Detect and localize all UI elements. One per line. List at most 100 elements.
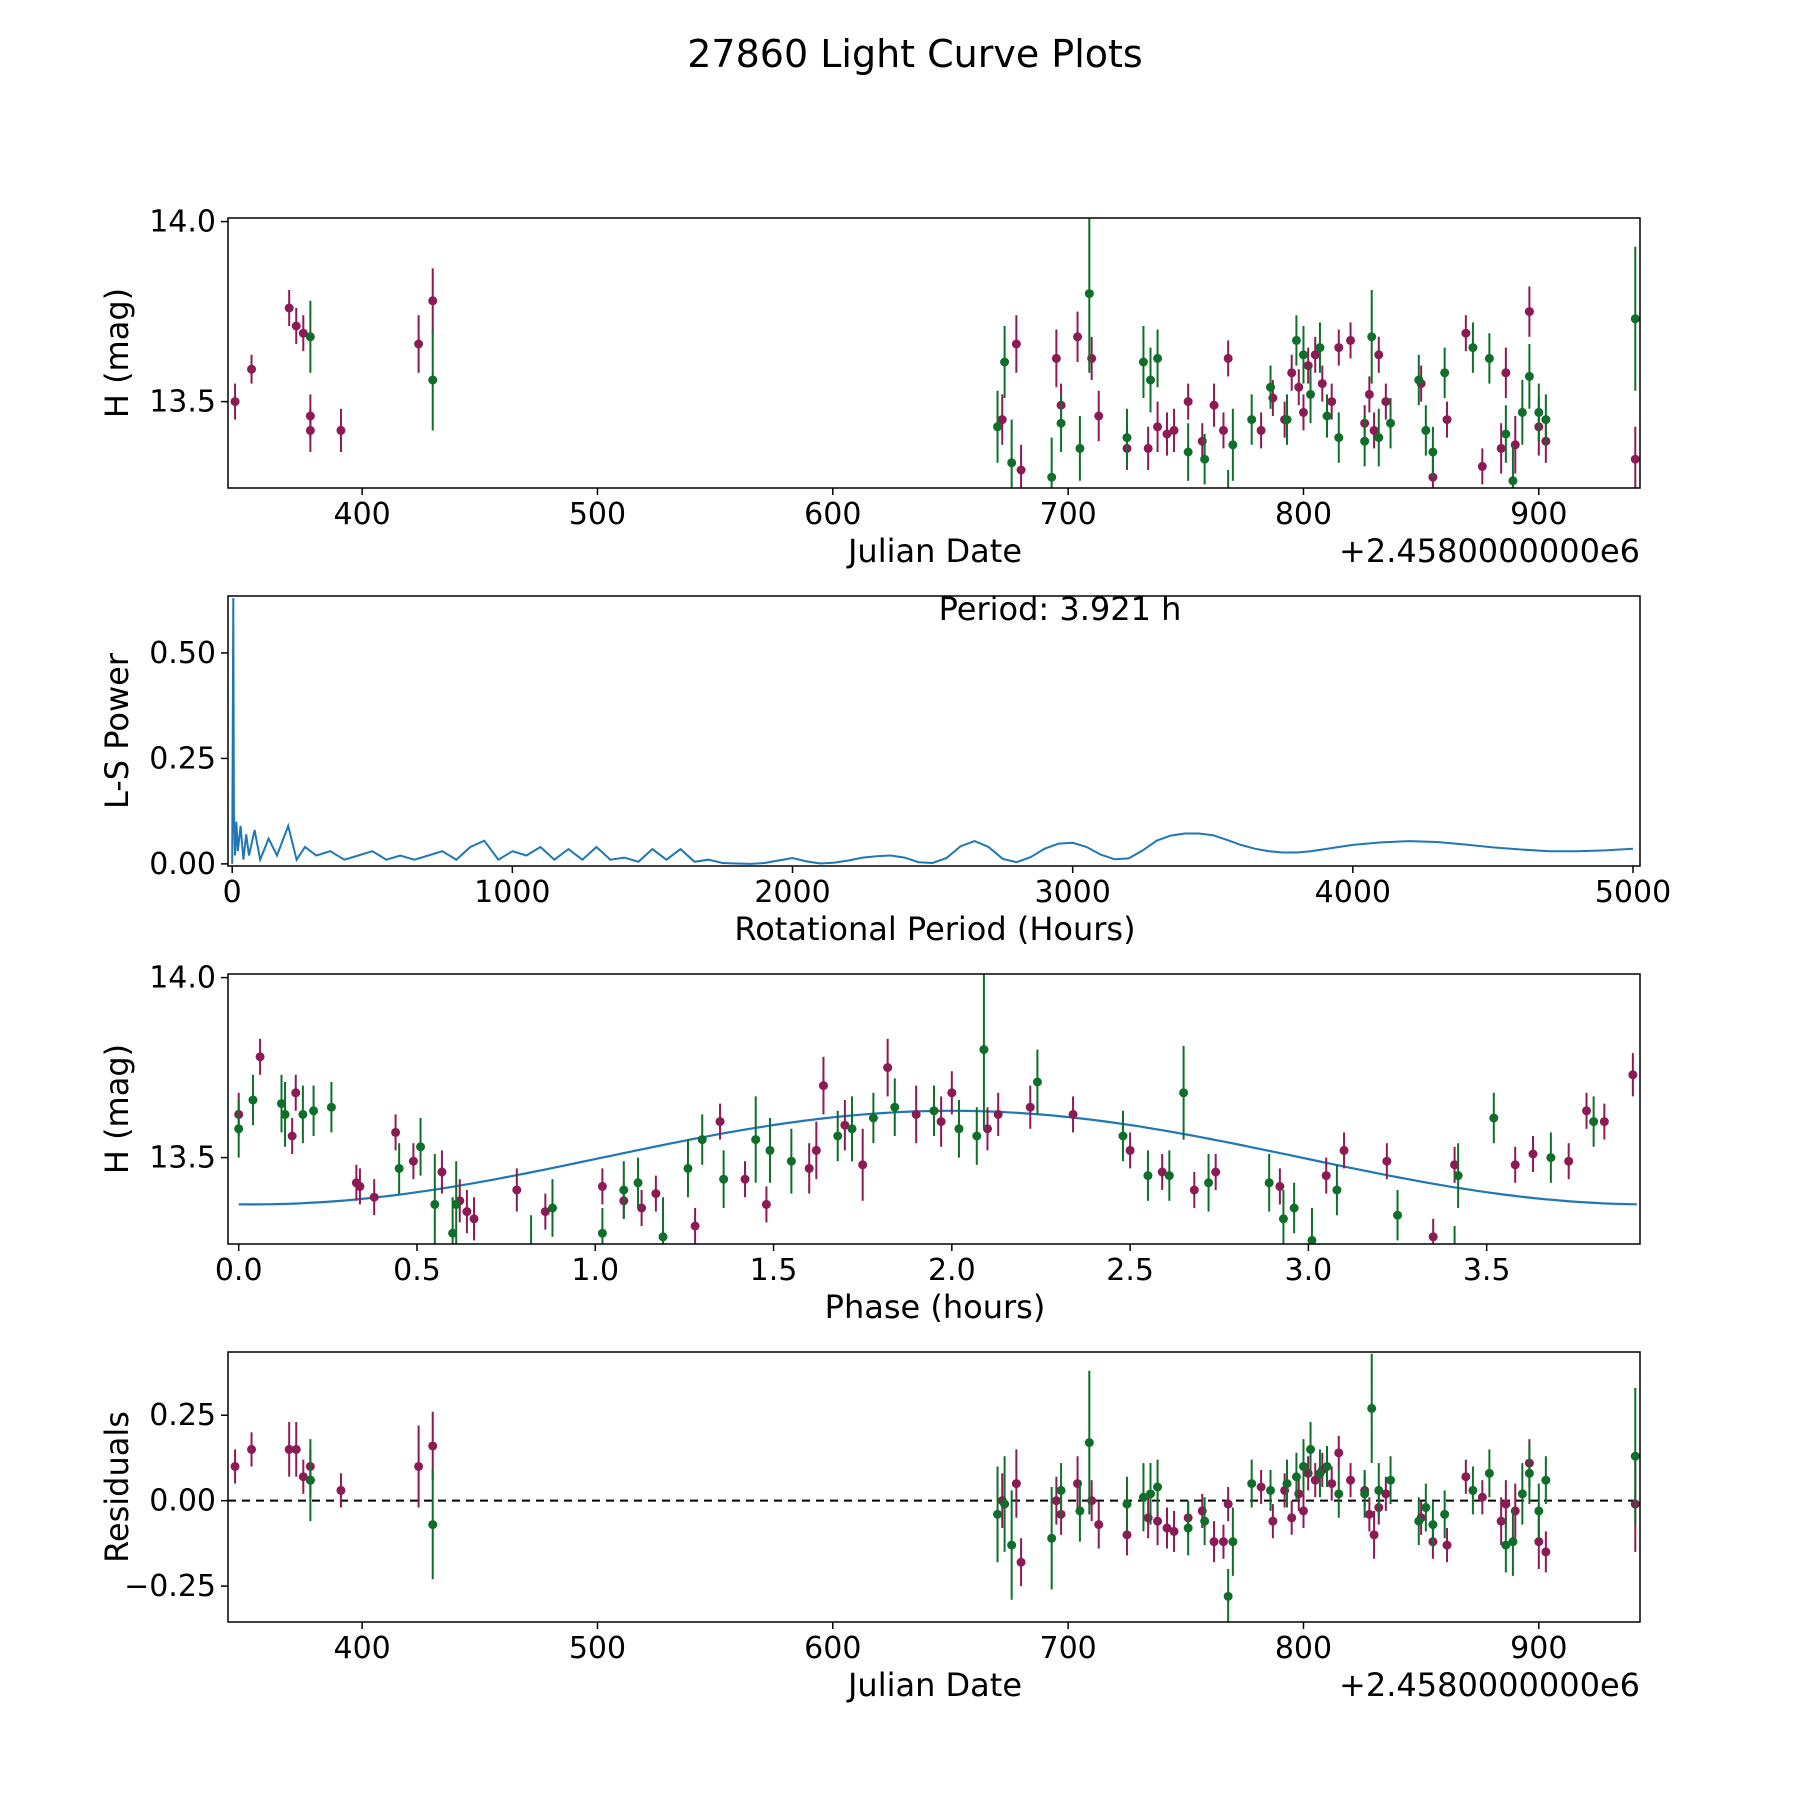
data-point <box>1369 425 1379 435</box>
data-point <box>993 1109 1003 1119</box>
data-point <box>1501 1499 1511 1509</box>
data-point <box>1289 1203 1299 1213</box>
data-point <box>1450 1250 1459 1259</box>
x-tick-label: 900 <box>1510 1631 1567 1666</box>
data-point <box>1287 368 1297 378</box>
data-point <box>1428 1232 1438 1242</box>
x-tick-label: 400 <box>334 1631 391 1666</box>
data-point <box>1477 1492 1487 1502</box>
data-point <box>291 1444 301 1454</box>
data-point <box>336 425 346 435</box>
data-point <box>1164 1171 1174 1181</box>
data-point <box>883 1063 893 1073</box>
data-point <box>298 1109 308 1119</box>
x-tick-label: 800 <box>1275 497 1332 532</box>
data-point <box>1442 415 1452 425</box>
data-point <box>858 1160 868 1170</box>
lightcurve-plot-area <box>230 218 1640 503</box>
data-point <box>1524 307 1534 317</box>
data-point <box>451 1199 461 1209</box>
y-tick-label: 0.00 <box>149 1484 216 1519</box>
data-point <box>1360 436 1370 446</box>
data-point <box>284 303 294 313</box>
data-point <box>818 1081 828 1091</box>
x-axis-label: Julian Date <box>846 532 1022 570</box>
data-point <box>1517 407 1527 417</box>
data-point <box>1393 1210 1403 1220</box>
x-tick-label: 500 <box>569 497 626 532</box>
data-point <box>1453 1171 1463 1181</box>
y-tick-label: 0.00 <box>149 847 216 882</box>
data-point <box>658 1232 668 1242</box>
data-point <box>1211 1167 1221 1177</box>
data-point <box>1346 1475 1356 1485</box>
data-point <box>1564 1156 1574 1166</box>
data-point <box>1275 1181 1285 1191</box>
x-tick-label: 3.0 <box>1285 1253 1333 1288</box>
data-point <box>1374 1485 1384 1495</box>
data-point <box>786 1156 796 1166</box>
data-point <box>1501 429 1511 439</box>
data-point <box>1204 1178 1214 1188</box>
data-point <box>414 1461 424 1471</box>
data-point <box>1138 357 1148 367</box>
data-point <box>1000 1499 1010 1509</box>
data-point <box>1517 1489 1527 1499</box>
x-axis-label: Julian Date <box>846 1666 1022 1704</box>
data-point <box>690 1221 700 1231</box>
data-point <box>230 1461 240 1471</box>
data-point <box>1287 1513 1297 1523</box>
x-tick-label: 2000 <box>754 875 830 910</box>
data-point <box>1153 1516 1163 1526</box>
data-point <box>1501 368 1511 378</box>
data-point <box>1266 382 1276 392</box>
data-point <box>1334 433 1344 443</box>
axes-frame <box>227 595 1641 867</box>
data-point <box>305 332 315 342</box>
x-tick-label: 700 <box>1040 1631 1097 1666</box>
data-point <box>547 1203 557 1213</box>
data-point <box>1157 1167 1167 1177</box>
data-point <box>1000 357 1010 367</box>
data-point <box>1025 1102 1035 1112</box>
data-point <box>1508 1537 1518 1547</box>
data-point <box>1224 494 1233 503</box>
data-point <box>1278 1214 1288 1224</box>
residuals-panel: 400 500 600 700 800 900 −0.25 0.00 0.25 Julian Da… <box>98 1351 1641 1704</box>
data-point <box>1291 1472 1301 1482</box>
data-point <box>1051 1496 1061 1506</box>
data-point <box>651 1189 661 1199</box>
data-point <box>1183 1523 1193 1533</box>
data-point <box>1256 1482 1266 1492</box>
data-point <box>1461 1472 1471 1482</box>
y-tick-label: 14.0 <box>149 961 216 996</box>
data-point <box>1508 476 1518 486</box>
axes-frame <box>227 217 1641 489</box>
data-point <box>284 1444 294 1454</box>
data-point <box>1153 353 1163 363</box>
data-point <box>715 1117 725 1127</box>
data-point <box>1534 1537 1544 1547</box>
data-point <box>1122 433 1132 443</box>
x-tick-label: 800 <box>1275 1631 1332 1666</box>
periodogram-plot-area <box>231 598 1634 865</box>
data-point <box>462 1207 472 1217</box>
data-point <box>1264 1178 1274 1188</box>
data-point <box>1360 1489 1370 1499</box>
data-point <box>637 1203 647 1213</box>
x-tick-label: 900 <box>1510 497 1567 532</box>
data-point <box>1364 1509 1374 1519</box>
data-point <box>1334 343 1344 353</box>
x-tick-label: 400 <box>334 497 391 532</box>
data-point <box>840 1120 850 1130</box>
x-axis-label: Rotational Period (Hours) <box>734 910 1135 948</box>
data-point <box>1051 353 1061 363</box>
data-point <box>1386 1475 1396 1485</box>
x-tick-label: 0.5 <box>393 1253 441 1288</box>
data-point <box>1489 1113 1499 1123</box>
data-point <box>1315 1468 1325 1478</box>
data-point <box>1541 1547 1551 1557</box>
data-point <box>804 1163 814 1173</box>
data-point <box>1589 1117 1599 1127</box>
